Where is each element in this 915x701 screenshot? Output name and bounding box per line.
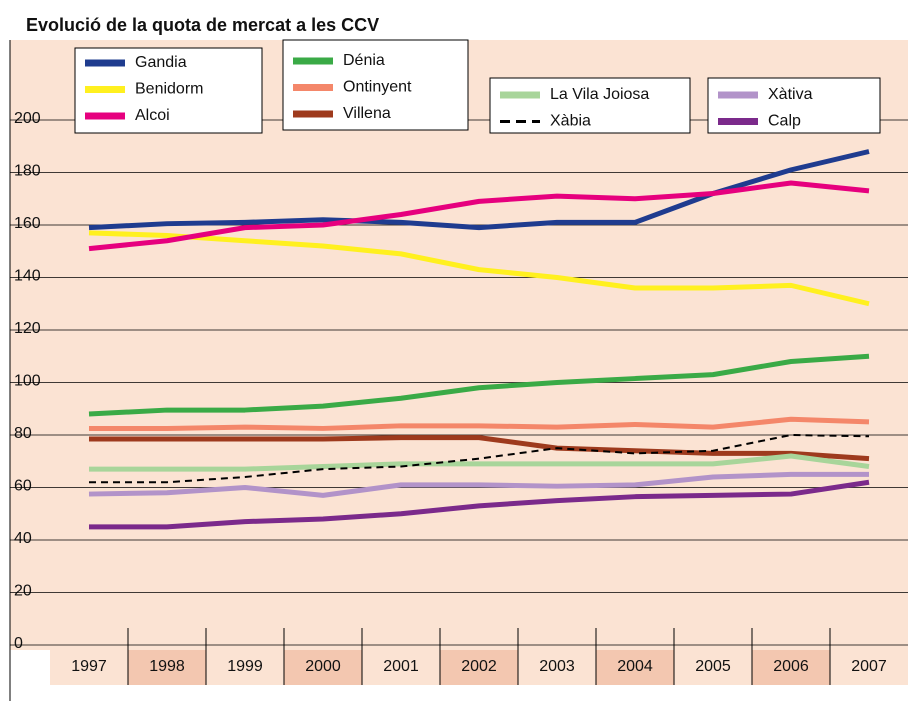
x-tick-label: 2005 bbox=[695, 658, 731, 675]
category-band bbox=[830, 650, 908, 685]
plot-background bbox=[10, 40, 908, 650]
legend-label: La Vila Joiosa bbox=[550, 86, 649, 103]
series-line bbox=[89, 416, 870, 431]
y-tick-label: 160 bbox=[14, 215, 41, 232]
chart-title: Evolució de la quota de mercat a les CCV bbox=[26, 15, 379, 35]
category-band bbox=[440, 650, 518, 685]
category-band bbox=[206, 650, 284, 685]
x-tick-label: 1999 bbox=[227, 658, 263, 675]
x-tick-label: 2002 bbox=[461, 658, 497, 675]
y-tick-label: 0 bbox=[14, 635, 23, 652]
x-tick-label: 2003 bbox=[539, 658, 575, 675]
x-tick-label: 2000 bbox=[305, 658, 341, 675]
category-band bbox=[596, 650, 674, 685]
series-line bbox=[88, 149, 870, 231]
series-line bbox=[89, 453, 870, 472]
y-tick-label: 40 bbox=[14, 530, 32, 547]
y-tick-label: 120 bbox=[14, 320, 41, 337]
y-tick-label: 140 bbox=[14, 268, 41, 285]
category-band bbox=[50, 650, 128, 685]
legend-label: Ontinyent bbox=[343, 79, 412, 96]
y-tick-label: 200 bbox=[14, 110, 41, 127]
category-band bbox=[128, 650, 206, 685]
x-tick-label: 1997 bbox=[71, 658, 107, 675]
series-line bbox=[88, 230, 870, 307]
category-band bbox=[284, 650, 362, 685]
series-line bbox=[88, 471, 869, 498]
legend-label: Xàtiva bbox=[768, 86, 813, 103]
legend-label: Xàbia bbox=[550, 113, 591, 130]
x-tick-label: 1998 bbox=[149, 658, 185, 675]
legend-label: Alcoi bbox=[135, 107, 170, 124]
x-tick-label: 2004 bbox=[617, 658, 653, 675]
series-line bbox=[88, 353, 870, 417]
category-band bbox=[674, 650, 752, 685]
y-tick-label: 20 bbox=[14, 583, 32, 600]
series-line bbox=[89, 479, 870, 530]
category-band bbox=[518, 650, 596, 685]
y-tick-label: 100 bbox=[14, 373, 41, 390]
x-tick-label: 2001 bbox=[383, 658, 419, 675]
series-line bbox=[88, 180, 870, 252]
legend-label: Gandia bbox=[135, 54, 187, 71]
series-line bbox=[89, 434, 870, 484]
y-tick-label: 180 bbox=[14, 163, 41, 180]
y-tick-label: 60 bbox=[14, 478, 32, 495]
legend-label: Benidorm bbox=[135, 81, 203, 98]
legend-label: Villena bbox=[343, 105, 391, 122]
legend-box bbox=[489, 77, 691, 134]
legend-label: Calp bbox=[768, 113, 801, 130]
series-line bbox=[89, 435, 870, 462]
legend-label: Dénia bbox=[343, 52, 385, 69]
x-tick-label: 2007 bbox=[851, 658, 887, 675]
y-tick-label: 80 bbox=[14, 425, 32, 442]
category-band bbox=[752, 650, 830, 685]
x-tick-label: 2006 bbox=[773, 658, 809, 675]
category-band bbox=[362, 650, 440, 685]
